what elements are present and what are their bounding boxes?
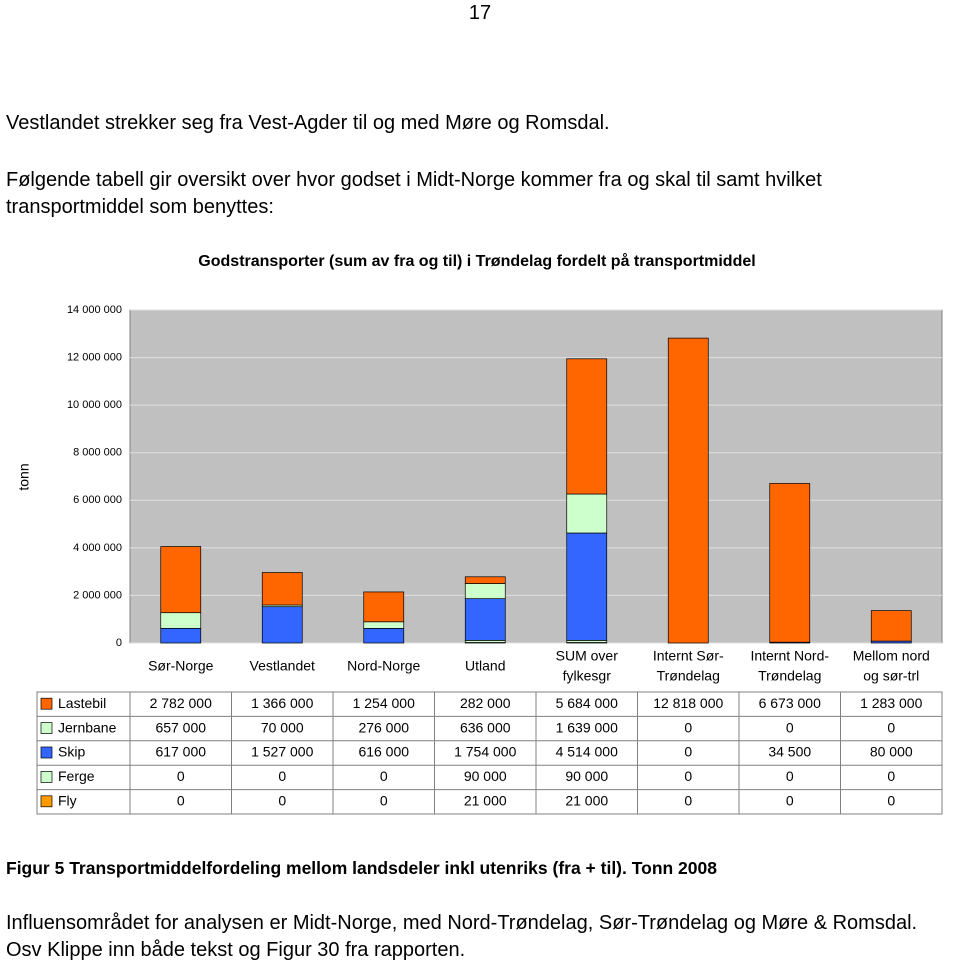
bar-segment [870, 610, 912, 642]
table-cell: 276 000 [358, 719, 409, 735]
table-cell: 0 [278, 768, 286, 784]
bar-segment [464, 583, 506, 599]
table-cell: 616 000 [358, 744, 409, 760]
table-cell: 0 [887, 793, 895, 809]
bar-segment [667, 337, 709, 644]
table-cell: 4 514 000 [556, 744, 618, 760]
bar-segment [160, 612, 202, 629]
table-cell: 657 000 [155, 719, 206, 735]
legend-label: Fly [58, 793, 77, 809]
bar-segment [464, 598, 506, 641]
y-axis-label: tonn [16, 463, 32, 490]
table-cell: 0 [177, 768, 185, 784]
table-cell: 1 283 000 [860, 695, 922, 711]
table-cell: 90 000 [565, 768, 608, 784]
x-tick-label: Vestlandet [250, 658, 315, 674]
table-cell: 0 [684, 793, 692, 809]
table-cell: 70 000 [261, 719, 304, 735]
legend-swatch [40, 746, 53, 759]
table-cell: 0 [887, 768, 895, 784]
bar-segment [160, 627, 202, 644]
table-cell: 0 [786, 793, 794, 809]
bar-segment [363, 627, 405, 644]
x-tick-label: Utland [465, 658, 505, 674]
table-cell: 12 818 000 [653, 695, 723, 711]
table-cell: 1 366 000 [251, 695, 313, 711]
bar-segment [566, 493, 608, 534]
table-cell: 90 000 [464, 768, 507, 784]
table-cell: 1 639 000 [556, 719, 618, 735]
table-cell: 0 [786, 719, 794, 735]
x-tick-label: Mellom nord [853, 648, 930, 664]
table-cell: 0 [684, 719, 692, 735]
legend-label: Jernbane [58, 719, 117, 735]
table-cell: 0 [380, 793, 388, 809]
table-cell: 6 673 000 [759, 695, 821, 711]
legend-swatch [40, 722, 53, 734]
y-tick-label: 14 000 000 [67, 304, 122, 316]
x-tick-label: Trøndelag [758, 668, 821, 684]
bar-segment [160, 546, 202, 614]
x-tick-label: Internt Nord- [750, 648, 829, 664]
table-cell: 0 [380, 768, 388, 784]
table-cell: 21 000 [565, 793, 608, 809]
chart-title: Godstransporter (sum av fra og til) i Tr… [198, 252, 755, 270]
table-cell: 1 754 000 [454, 744, 516, 760]
table-cell: 0 [887, 719, 895, 735]
x-tick-label: Sør-Norge [148, 658, 214, 674]
table-cell: 0 [684, 744, 692, 760]
figure-caption: Figur 5 Transportmiddelfordeling mellom … [6, 858, 717, 878]
table [36, 691, 943, 815]
bar-segment [769, 483, 811, 643]
y-tick-label: 6 000 000 [73, 494, 122, 506]
legend-label: Lastebil [58, 695, 106, 711]
table-cell: 0 [278, 793, 286, 809]
y-tick-label: 12 000 000 [67, 351, 122, 363]
chart: Godstransporter (sum av fra og til) i Tr… [16, 252, 943, 815]
paragraph: Følgende tabell gir oversikt over hvor g… [6, 169, 822, 218]
bar-segment [261, 572, 303, 606]
bar-segment [261, 606, 303, 644]
legend-label: Ferge [58, 768, 95, 784]
page-number: 17 [468, 2, 492, 24]
x-tick-label: Trøndelag [657, 668, 720, 684]
y-tick-label: 0 [116, 637, 122, 649]
table-cell: 2 782 000 [150, 695, 212, 711]
bar-segment [464, 576, 506, 584]
paragraph: Influensområdet for analysen er Midt-Nor… [6, 912, 918, 961]
y-tick-label: 4 000 000 [73, 542, 122, 554]
table-cell: 34 500 [768, 744, 811, 760]
bar-segment [363, 591, 405, 623]
x-tick-label: Nord-Norge [347, 658, 420, 674]
table-cell: 0 [684, 768, 692, 784]
y-tick-label: 10 000 000 [67, 399, 122, 411]
bar-segment [566, 358, 608, 495]
y-tick-label: 2 000 000 [73, 589, 122, 601]
table-cell: 636 000 [460, 719, 511, 735]
legend-swatch [40, 771, 53, 783]
table-cell: 5 684 000 [556, 695, 618, 711]
table-cell: 0 [786, 768, 794, 784]
table-cell: 21 000 [464, 793, 507, 809]
x-tick-label: og sør-trl [863, 668, 919, 684]
table-cell: 282 000 [460, 695, 511, 711]
bar-segment [566, 532, 608, 641]
x-tick-label: Internt Sør- [653, 648, 724, 664]
table-cell: 0 [177, 793, 185, 809]
x-tick-label: SUM over [556, 648, 619, 664]
bar-segment [363, 621, 405, 629]
x-tick-label: fylkesgr [563, 668, 612, 684]
legend-label: Skip [58, 744, 85, 760]
table-cell: 617 000 [155, 744, 206, 760]
legend-swatch [40, 697, 53, 710]
table-cell: 80 000 [870, 744, 913, 760]
y-tick-label: 8 000 000 [73, 447, 122, 459]
table-cell: 1 527 000 [251, 744, 313, 760]
plot-area [129, 309, 943, 644]
table-cell: 1 254 000 [353, 695, 415, 711]
legend-swatch [40, 795, 53, 808]
paragraph: Vestlandet strekker seg fra Vest-Agder t… [6, 112, 610, 134]
